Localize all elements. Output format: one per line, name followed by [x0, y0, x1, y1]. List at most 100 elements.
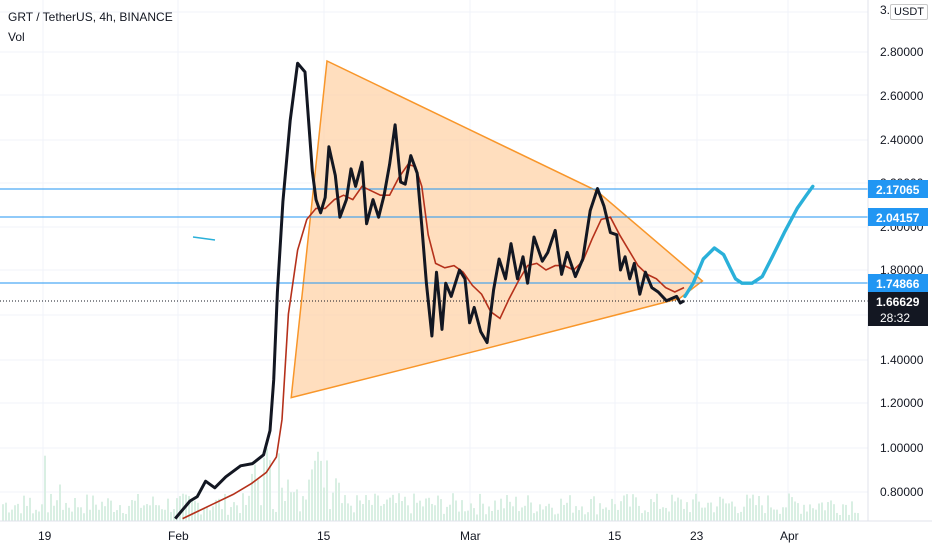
volume-bar: [602, 508, 604, 521]
price-tick: 1.80000: [880, 263, 924, 277]
volume-bar: [788, 493, 790, 521]
volume-bar: [41, 504, 43, 521]
volume-bar: [203, 507, 205, 521]
volume-bar: [350, 505, 352, 521]
volume-bar: [776, 509, 778, 521]
volume-bar: [554, 514, 556, 521]
time-axis[interactable]: 19 Feb 15 Mar 15 23 Apr: [38, 529, 799, 543]
volume-bar: [677, 497, 679, 521]
volume-bar: [272, 509, 274, 521]
volume-bar: [50, 493, 52, 521]
time-tick: 19: [38, 529, 52, 543]
volume-bar: [653, 502, 655, 521]
horizontal-levels: [0, 188, 868, 302]
price-axis[interactable]: 3.00000 2.80000 2.60000 2.40000 2.20000 …: [880, 3, 924, 499]
volume-bar: [386, 499, 388, 521]
volume-bar: [461, 500, 463, 521]
volume-bar: [278, 453, 280, 521]
volume-bar: [14, 505, 16, 521]
volume-bar: [452, 493, 454, 521]
volume-bar: [317, 451, 319, 521]
countdown-timer: 28:32: [880, 311, 910, 325]
volume-bar: [305, 499, 307, 521]
svg-text:1.74866: 1.74866: [876, 277, 920, 291]
volume-bar: [620, 501, 622, 521]
volume-bar: [59, 484, 61, 521]
volume-bar: [398, 493, 400, 521]
volume-bar: [74, 497, 76, 521]
volume-bar: [137, 493, 139, 521]
volume-bar: [377, 495, 379, 521]
volume-bar: [704, 507, 706, 521]
volume-bar: [38, 511, 40, 521]
volume-bar: [572, 512, 574, 521]
volume-bar: [170, 512, 172, 521]
volume-bar: [392, 494, 394, 521]
volume-bar: [95, 504, 97, 521]
price-tick: 0.80000: [880, 485, 924, 499]
volume-bar: [344, 495, 346, 521]
volume-bar: [470, 503, 472, 521]
volume-bar: [266, 448, 268, 521]
volume-bar: [722, 498, 724, 521]
volume-bar: [158, 505, 160, 521]
volume-bar: [5, 502, 7, 521]
volume-bar: [215, 499, 217, 521]
volume-bar: [149, 505, 151, 521]
triangle-pattern[interactable]: [290, 59, 704, 399]
volume-bar: [56, 500, 58, 521]
volume-bar: [725, 503, 727, 521]
volume-bar: [164, 509, 166, 521]
volume-bar: [485, 514, 487, 521]
volume-bar: [443, 513, 445, 521]
volume-bar: [629, 506, 631, 521]
volume-bar: [329, 509, 331, 521]
volume-bar: [560, 498, 562, 521]
volume-bar: [53, 505, 55, 521]
volume-bar: [326, 460, 328, 521]
volume-bar: [527, 495, 529, 521]
volume-bar: [518, 511, 520, 521]
volume-bar: [563, 504, 565, 521]
level-badge-1-74866: 1.74866: [868, 274, 928, 292]
volume-bar: [500, 498, 502, 521]
volume-bar: [23, 495, 25, 521]
volume-bar: [446, 506, 448, 521]
volume-bar: [824, 510, 826, 521]
volume-bar: [83, 513, 85, 521]
volume-bar: [758, 495, 760, 521]
volume-bar: [638, 505, 640, 521]
volume-bar: [245, 504, 247, 521]
volume-bar: [803, 504, 805, 521]
volume-bar: [179, 496, 181, 521]
volume-bar: [779, 513, 781, 521]
volume-bar: [809, 504, 811, 521]
volume-bar: [320, 460, 322, 521]
volume-bar: [104, 506, 106, 521]
volume-bar: [248, 495, 250, 521]
volume-bar: [851, 501, 853, 521]
volume-bar: [311, 469, 313, 521]
volume-bar: [404, 496, 406, 521]
volume-bar: [665, 507, 667, 521]
volume-bar: [587, 512, 589, 521]
volume-bar: [374, 493, 376, 521]
volume-bar: [545, 506, 547, 521]
symbol-title[interactable]: GRT / TetherUS, 4h, BINANCE: [8, 10, 173, 24]
volume-bar: [383, 504, 385, 521]
volume-indicator-label[interactable]: Vol: [8, 30, 25, 44]
volume-bar: [695, 493, 697, 521]
stray-drawing-mark: [192, 236, 216, 241]
volume-bar: [194, 500, 196, 521]
volume-bar: [815, 509, 817, 521]
volume-bar: [746, 494, 748, 521]
volume-bar: [458, 511, 460, 521]
volume-bar: [635, 497, 637, 521]
volume-bar: [515, 496, 517, 521]
price-tick: 2.40000: [880, 133, 924, 147]
volume-bar: [566, 502, 568, 521]
volume-bar: [854, 512, 856, 521]
volume-bar: [71, 511, 73, 521]
currency-badge[interactable]: USDT: [890, 4, 928, 20]
